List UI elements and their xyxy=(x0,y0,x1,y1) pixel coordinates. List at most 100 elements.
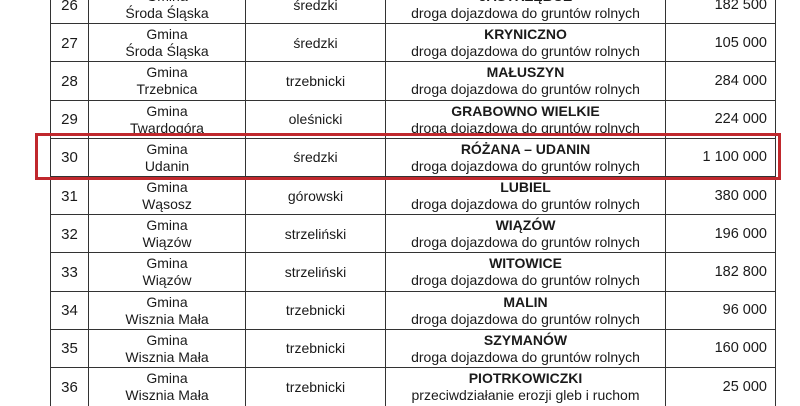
table-row: 35 Gmina Wisznia Mała trzebnicki SZYMANÓW… xyxy=(50,328,776,368)
powiat-cell: trzebnicki xyxy=(245,291,385,330)
amount-cell: 284 000 xyxy=(665,62,776,101)
gmina-name: Udanin xyxy=(144,157,190,174)
gmina-cell: Gmina Trzebnica xyxy=(88,62,245,101)
task-cell: SZYMANÓW droga dojazdowa do gruntów rolny… xyxy=(385,329,665,368)
powiat-cell: trzebnicki xyxy=(245,368,385,406)
task-cell: KRYNICZNO droga dojazdowa do gruntów roln… xyxy=(385,24,665,63)
gmina-name: Wiązów xyxy=(142,272,192,289)
task-description: droga dojazdowa do gruntów rolnych xyxy=(411,119,640,136)
table-row: 29 Gmina Twardogóra oleśnicki GRABOWNO WI… xyxy=(50,99,776,139)
place-name: MALIN xyxy=(503,293,548,310)
powiat-cell: oleśnicki xyxy=(245,100,385,139)
amount-cell: 224 000 xyxy=(665,100,776,139)
powiat-cell: średzki xyxy=(245,24,385,63)
row-number: 33 xyxy=(50,253,88,292)
place-name: JASTRZĘBCE xyxy=(479,0,572,5)
table-row: 33 Gmina Wiązów strzeliński WITOWICE droga… xyxy=(50,252,776,292)
gmina-label: Gmina xyxy=(146,26,188,43)
gmina-label: Gmina xyxy=(146,179,188,195)
task-cell: WITOWICE droga dojazdowa do gruntów rolny… xyxy=(385,253,665,292)
task-description: droga dojazdowa do gruntów rolnych xyxy=(411,272,640,289)
table-row: 27 Gmina Środa Śląska średzki KRYNICZNO dr… xyxy=(50,23,776,63)
task-cell: GRABOWNO WIELKIE droga dojazdowa do grunt… xyxy=(385,100,665,139)
row-number: 35 xyxy=(50,329,88,368)
row-number: 31 xyxy=(50,177,88,215)
powiat-cell: trzebnicki xyxy=(245,329,385,368)
task-cell: MAŁUSZYN droga dojazdowa do gruntów rolny… xyxy=(385,62,665,101)
amount-cell: 182 500 xyxy=(665,0,776,24)
amount-cell: 182 800 xyxy=(665,253,776,292)
place-name: WITOWICE xyxy=(489,255,562,272)
place-name: KRYNICZNO xyxy=(484,26,567,43)
gmina-name: Środa Śląska xyxy=(125,5,209,21)
task-cell: MALIN droga dojazdowa do gruntów rolnych xyxy=(385,291,665,330)
amount-cell: 96 000 xyxy=(665,291,776,330)
row-number: 27 xyxy=(50,24,88,63)
row-number: 29 xyxy=(50,100,88,139)
gmina-cell: Gmina Wąsosz xyxy=(88,177,245,215)
gmina-cell: Gmina Wisznia Mała xyxy=(88,329,245,368)
task-description: droga dojazdowa do gruntów rolnych xyxy=(411,310,640,327)
task-cell: LUBIEL droga dojazdowa do gruntów rolnych xyxy=(385,177,665,215)
place-name: MAŁUSZYN xyxy=(486,64,565,81)
table-row: 31 Gmina Wąsosz górowski LUBIEL droga doja… xyxy=(50,176,776,215)
place-name: PIOTRKOWICZKI xyxy=(468,370,583,386)
gmina-name: Wisznia Mała xyxy=(125,387,209,403)
row-number: 26 xyxy=(50,0,88,24)
gmina-name: Środa Śląska xyxy=(125,43,209,60)
table-row: 32 Gmina Wiązów strzeliński WIĄZÓW droga d… xyxy=(50,214,776,254)
gmina-name: Wisznia Mała xyxy=(125,348,209,365)
powiat-cell: trzebnicki xyxy=(245,62,385,101)
place-name: WIĄZÓW xyxy=(495,217,556,234)
gmina-label: Gmina xyxy=(146,140,188,157)
gmina-label: Gmina xyxy=(146,217,188,234)
gmina-cell: Gmina Wiązów xyxy=(88,215,245,254)
gmina-label: Gmina xyxy=(146,331,188,348)
amount-cell: 196 000 xyxy=(665,215,776,254)
gmina-cell: Gmina Wisznia Mała xyxy=(88,368,245,406)
task-description: droga dojazdowa do gruntów rolnych xyxy=(411,348,640,365)
powiat-cell: strzeliński xyxy=(245,253,385,292)
table-row: 30 Gmina Udanin średzki RÓŻANA – UDANIN dr… xyxy=(50,137,776,177)
amount-cell: 380 000 xyxy=(665,177,776,215)
gmina-cell: Gmina Wiązów xyxy=(88,253,245,292)
gmina-cell: Gmina Twardogóra xyxy=(88,100,245,139)
gmina-cell: Gmina Udanin xyxy=(88,138,245,177)
table-row: 28 Gmina Trzebnica trzebnicki MAŁUSZYN dro… xyxy=(50,61,776,101)
amount-cell: 1 100 000 xyxy=(665,138,776,177)
row-number: 32 xyxy=(50,215,88,254)
place-name: GRABOWNO WIELKIE xyxy=(451,102,600,119)
powiat-cell: górowski xyxy=(245,177,385,215)
amount-cell: 25 000 xyxy=(665,368,776,406)
gmina-label: Gmina xyxy=(146,370,188,386)
task-description: droga dojazdowa do gruntów rolnych xyxy=(411,43,640,60)
gmina-name: Wąsosz xyxy=(142,196,192,212)
gmina-name: Wisznia Mała xyxy=(125,310,209,327)
row-number: 34 xyxy=(50,291,88,330)
gmina-label: Gmina xyxy=(146,255,188,272)
place-name: SZYMANÓW xyxy=(483,331,568,348)
place-name: RÓŻANA – UDANIN xyxy=(460,140,591,157)
task-description: przeciwdziałanie erozji gleb i ruchom xyxy=(411,387,640,403)
gmina-label: Gmina xyxy=(146,0,187,5)
row-number: 30 xyxy=(50,138,88,177)
task-description: droga dojazdowa do gruntów rolnych xyxy=(411,81,640,98)
gmina-name: Twardogóra xyxy=(130,119,204,136)
gmina-cell: Gmina Wisznia Mała xyxy=(88,291,245,330)
gmina-label: Gmina xyxy=(146,102,188,119)
powiat-cell: średzki xyxy=(245,0,385,24)
powiat-cell: strzeliński xyxy=(245,215,385,254)
table-row: 34 Gmina Wisznia Mała trzebnicki MALIN dro… xyxy=(50,290,776,330)
task-description: droga dojazdowa do gruntów rolnych xyxy=(411,196,640,212)
amount-cell: 160 000 xyxy=(665,329,776,368)
task-cell: PIOTRKOWICZKI przeciwdziałanie erozji gle… xyxy=(385,368,665,406)
task-description: droga dojazdowa do gruntów rolnych xyxy=(411,234,640,251)
gmina-label: Gmina xyxy=(146,293,188,310)
gmina-name: Trzebnica xyxy=(136,81,198,98)
row-number: 36 xyxy=(50,368,88,406)
task-cell: RÓŻANA – UDANIN droga dojazdowa do gruntó… xyxy=(385,138,665,177)
place-name: LUBIEL xyxy=(500,179,551,195)
task-cell: JASTRZĘBCEdroga dojazdowa do gruntów rol… xyxy=(385,0,665,24)
